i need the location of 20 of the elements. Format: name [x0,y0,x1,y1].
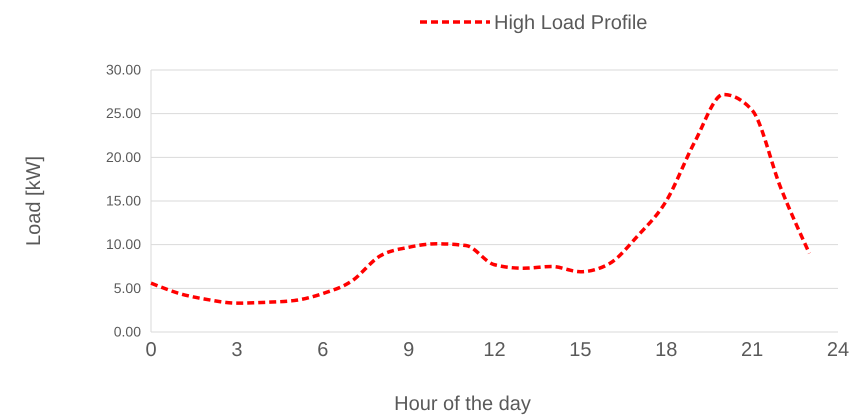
y-tick-label: 5.00 [114,280,142,296]
x-tick-label: 3 [231,339,242,362]
x-tick-label: 24 [826,339,850,362]
y-tick-label: 15.00 [106,192,142,208]
y-tick-label: 0.00 [114,323,142,340]
y-axis-title: Load [kW] [23,156,45,246]
y-tick-label: 10.00 [106,236,142,252]
y-tick-label: 25.00 [106,105,142,122]
x-tick-label: 9 [403,339,414,362]
x-axis-title: Hour of the day [394,393,531,415]
x-tick-label: 15 [569,339,592,362]
x-tick-label: 12 [483,339,506,362]
y-tick-label: 30.00 [106,61,142,78]
y-tick-label: 20.00 [106,148,142,165]
x-tick-label: 21 [741,339,764,362]
x-tick-label: 0 [145,339,157,362]
x-tick-label: 6 [317,339,328,362]
line-series [149,92,812,305]
legend-label: High Load Profile [494,12,648,34]
x-tick-label: 18 [655,339,678,362]
